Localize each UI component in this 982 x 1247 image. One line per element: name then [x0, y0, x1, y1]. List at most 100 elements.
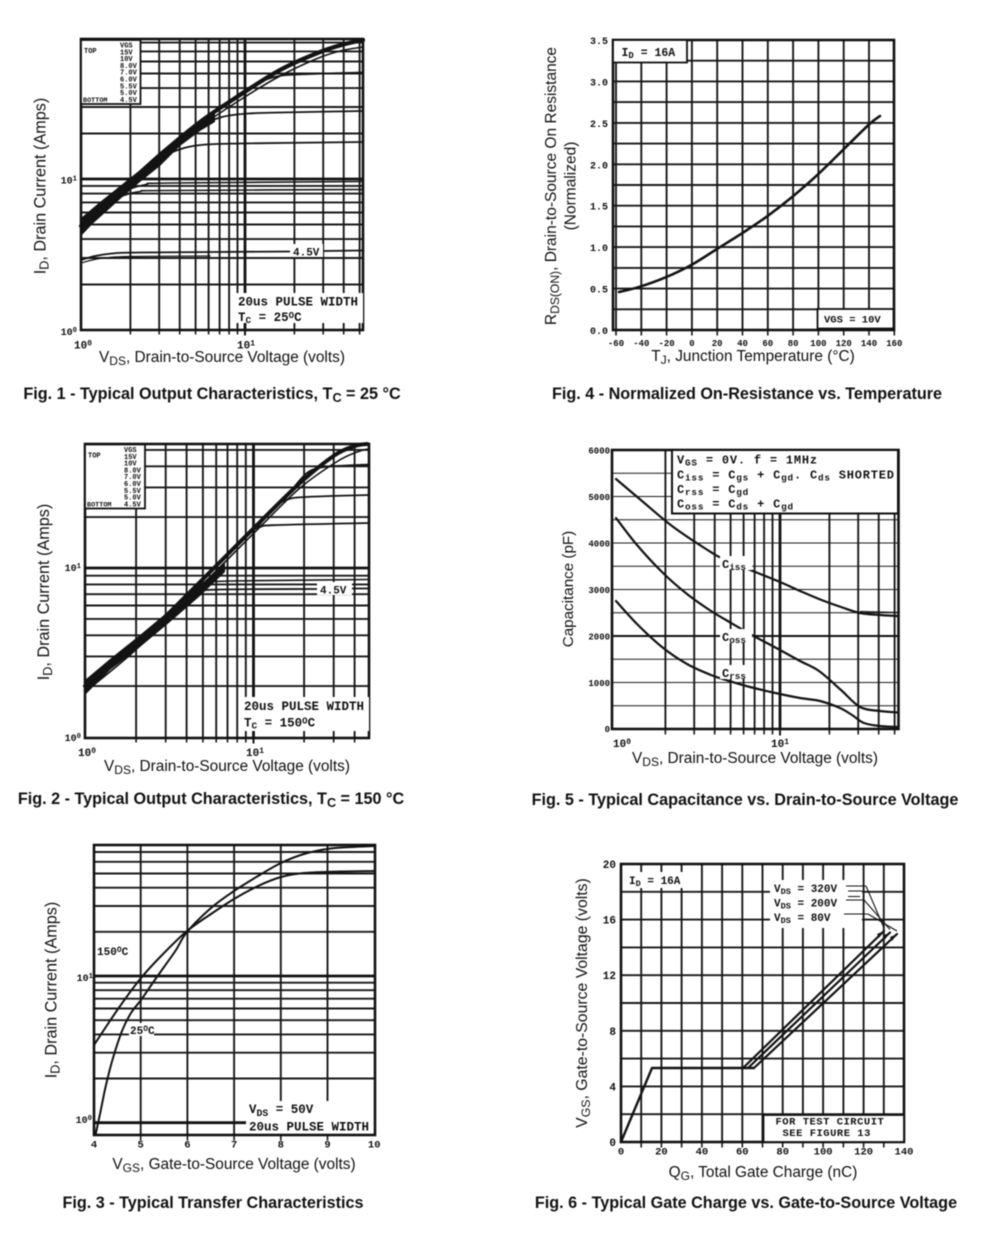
- svg-text:5.5V: 5.5V: [120, 83, 138, 91]
- svg-text:6.0V: 6.0V: [120, 77, 138, 85]
- svg-text:Fig. 6 - Typical Gate Charge v: Fig. 6 - Typical Gate Charge vs. Gate-to…: [535, 1194, 957, 1212]
- svg-text:VGS = 0V. f = 1MHz: VGS = 0V. f = 1MHz: [677, 454, 818, 469]
- svg-text:VDS, Drain-to-Source Voltage (: VDS, Drain-to-Source Voltage (volts): [104, 758, 350, 777]
- svg-text:Fig. 2 - Typical Output Charac: Fig. 2 - Typical Output Characteristics,…: [18, 790, 405, 810]
- svg-text:80: 80: [776, 1147, 789, 1159]
- svg-text:-20: -20: [658, 339, 674, 349]
- svg-text:(Normalized): (Normalized): [563, 142, 580, 231]
- svg-text:8.0V: 8.0V: [120, 63, 138, 71]
- svg-text:0: 0: [609, 1138, 616, 1150]
- svg-text:1.5: 1.5: [590, 203, 608, 214]
- svg-text:6.0V: 6.0V: [124, 481, 142, 489]
- svg-text:QG, Total Gate Charge (nC): QG, Total Gate Charge (nC): [669, 1164, 858, 1183]
- svg-text:100: 100: [613, 738, 631, 751]
- svg-text:120: 120: [836, 339, 852, 349]
- svg-text:20: 20: [603, 860, 616, 872]
- svg-text:101: 101: [61, 176, 78, 188]
- svg-text:-60: -60: [608, 339, 624, 349]
- svg-text:15V: 15V: [120, 49, 133, 57]
- svg-text:5.0V: 5.0V: [120, 90, 138, 98]
- svg-text:VDS, Drain-to-Source Voltage (: VDS, Drain-to-Source Voltage (volts): [99, 349, 345, 368]
- svg-text:80: 80: [788, 339, 799, 349]
- svg-text:60: 60: [736, 1147, 749, 1159]
- svg-text:140: 140: [861, 339, 877, 349]
- svg-text:10: 10: [368, 1140, 381, 1152]
- svg-text:ID, Drain Current (Amps): ID, Drain Current (Amps): [32, 98, 52, 274]
- svg-text:2.5: 2.5: [590, 120, 608, 131]
- svg-text:0: 0: [618, 1147, 624, 1159]
- svg-text:1000: 1000: [588, 679, 610, 689]
- svg-text:7: 7: [231, 1140, 237, 1152]
- svg-text:20: 20: [655, 1147, 668, 1159]
- svg-text:Fig. 3 - Typical Transfer Char: Fig. 3 - Typical Transfer Characteristic…: [62, 1194, 363, 1212]
- svg-text:20us PULSE WIDTH: 20us PULSE WIDTH: [244, 700, 364, 714]
- svg-text:20us PULSE WIDTH: 20us PULSE WIDTH: [249, 1121, 369, 1135]
- svg-text:5: 5: [138, 1140, 144, 1152]
- svg-text:VGS, Gate-to-Source Voltage (v: VGS, Gate-to-Source Voltage (volts): [574, 878, 593, 1128]
- svg-text:SEE FIGURE 13: SEE FIGURE 13: [783, 1128, 871, 1140]
- svg-text:8: 8: [609, 1027, 616, 1039]
- svg-text:VDS, Drain-to-Source Voltage (: VDS, Drain-to-Source Voltage (volts): [632, 750, 878, 769]
- svg-text:0.5: 0.5: [590, 286, 608, 297]
- svg-text:4: 4: [91, 1140, 97, 1152]
- svg-text:100: 100: [65, 733, 81, 745]
- svg-text:VDS = 320V: VDS = 320V: [774, 884, 838, 897]
- svg-text:Coss = Cds + Cgd: Coss = Cds + Cgd: [677, 498, 794, 513]
- svg-text:40: 40: [696, 1147, 709, 1159]
- svg-text:-40: -40: [633, 339, 649, 349]
- svg-text:6: 6: [184, 1140, 190, 1152]
- svg-text:TJ, Junction Temperature (°C): TJ, Junction Temperature (°C): [651, 348, 854, 367]
- svg-text:3000: 3000: [588, 586, 610, 596]
- svg-text:4.5V: 4.5V: [124, 501, 142, 509]
- svg-text:25OC: 25OC: [130, 1025, 155, 1038]
- svg-text:5.0V: 5.0V: [124, 495, 142, 503]
- svg-text:RDS(ON), Drain-to-Source On Re: RDS(ON), Drain-to-Source On Resistance: [543, 47, 562, 325]
- svg-text:Coss: Coss: [722, 631, 746, 646]
- svg-text:VGS = 10V: VGS = 10V: [824, 315, 881, 327]
- svg-text:ID, Drain Current (Amps): ID, Drain Current (Amps): [35, 504, 55, 680]
- svg-text:VGS: VGS: [120, 43, 133, 51]
- svg-text:ID = 16A: ID = 16A: [622, 47, 676, 61]
- svg-text:4.5V: 4.5V: [120, 97, 138, 105]
- svg-text:7.0V: 7.0V: [124, 474, 142, 482]
- svg-text:VDS = 80V: VDS = 80V: [774, 913, 831, 926]
- svg-text:20us PULSE WIDTH: 20us PULSE WIDTH: [238, 296, 358, 310]
- svg-text:60: 60: [762, 339, 773, 349]
- svg-text:10V: 10V: [124, 461, 137, 469]
- svg-text:5.5V: 5.5V: [124, 488, 142, 496]
- svg-text:BOTTOM: BOTTOM: [87, 501, 111, 509]
- svg-text:140: 140: [895, 1147, 914, 1159]
- svg-text:Capacitance (pF): Capacitance (pF): [560, 531, 577, 648]
- svg-text:Fig. 5 - Typical Capacitance v: Fig. 5 - Typical Capacitance vs. Drain-t…: [532, 791, 959, 809]
- svg-text:40: 40: [737, 339, 748, 349]
- svg-text:4000: 4000: [588, 540, 610, 550]
- svg-text:7.0V: 7.0V: [120, 70, 138, 78]
- svg-text:100: 100: [78, 747, 96, 760]
- svg-text:VDS = 200V: VDS = 200V: [774, 899, 838, 912]
- svg-text:8: 8: [278, 1140, 284, 1152]
- svg-text:TC = 25OC: TC = 25OC: [238, 311, 302, 326]
- svg-text:ID = 16A: ID = 16A: [629, 876, 681, 889]
- svg-text:8.0V: 8.0V: [124, 467, 142, 475]
- svg-text:100: 100: [61, 327, 77, 339]
- svg-text:3.0: 3.0: [590, 78, 608, 89]
- svg-text:0: 0: [605, 725, 610, 735]
- svg-text:TOP: TOP: [84, 48, 97, 56]
- svg-text:4.5V: 4.5V: [320, 586, 347, 598]
- svg-text:1.0: 1.0: [590, 244, 608, 255]
- svg-text:4: 4: [609, 1082, 616, 1094]
- svg-text:Crss = Cgd: Crss = Cgd: [677, 483, 749, 498]
- svg-text:FOR TEST CIRCUIT: FOR TEST CIRCUIT: [776, 1117, 885, 1129]
- svg-text:BOTTOM: BOTTOM: [83, 97, 107, 105]
- svg-text:Ciss = Cgs + Cgd. Cds SHORTED: Ciss = Cgs + Cgd. Cds SHORTED: [677, 469, 895, 484]
- svg-text:0: 0: [689, 339, 694, 349]
- svg-text:VGS, Gate-to-Source Voltage (v: VGS, Gate-to-Source Voltage (volts): [112, 1156, 355, 1175]
- svg-text:16: 16: [603, 916, 616, 928]
- svg-text:6000: 6000: [588, 447, 610, 457]
- svg-text:20: 20: [712, 339, 723, 349]
- svg-text:VGS: VGS: [124, 447, 137, 455]
- svg-text:15V: 15V: [124, 454, 137, 462]
- svg-text:2.0: 2.0: [590, 161, 608, 172]
- svg-text:0.0: 0.0: [590, 327, 608, 338]
- svg-text:ID, Drain Current (Amps): ID, Drain Current (Amps): [43, 902, 63, 1078]
